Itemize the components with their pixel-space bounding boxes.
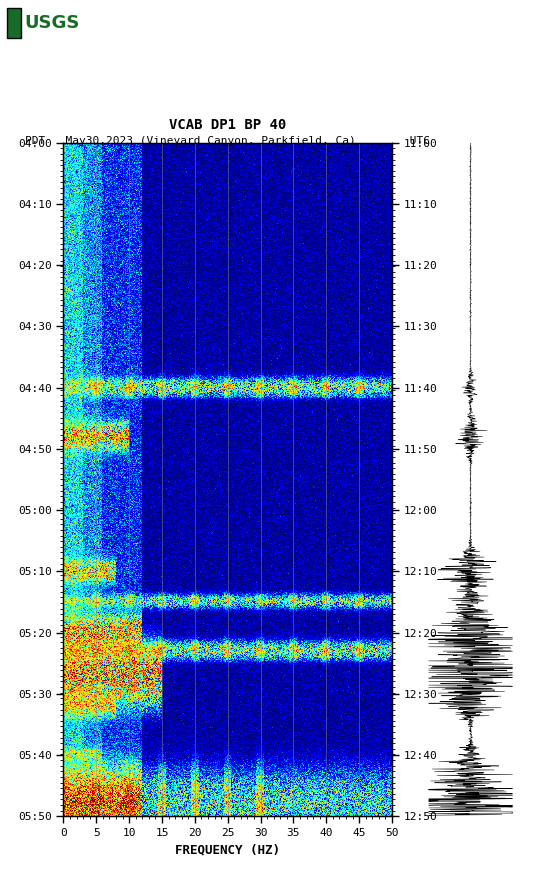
Text: PDT   May30,2023 (Vineyard Canyon, Parkfield, Ca)        UTC: PDT May30,2023 (Vineyard Canyon, Parkfie…: [25, 136, 430, 145]
Text: USGS: USGS: [24, 14, 80, 32]
FancyBboxPatch shape: [7, 8, 20, 38]
X-axis label: FREQUENCY (HZ): FREQUENCY (HZ): [175, 844, 280, 856]
Text: VCAB DP1 BP 40: VCAB DP1 BP 40: [169, 118, 286, 132]
